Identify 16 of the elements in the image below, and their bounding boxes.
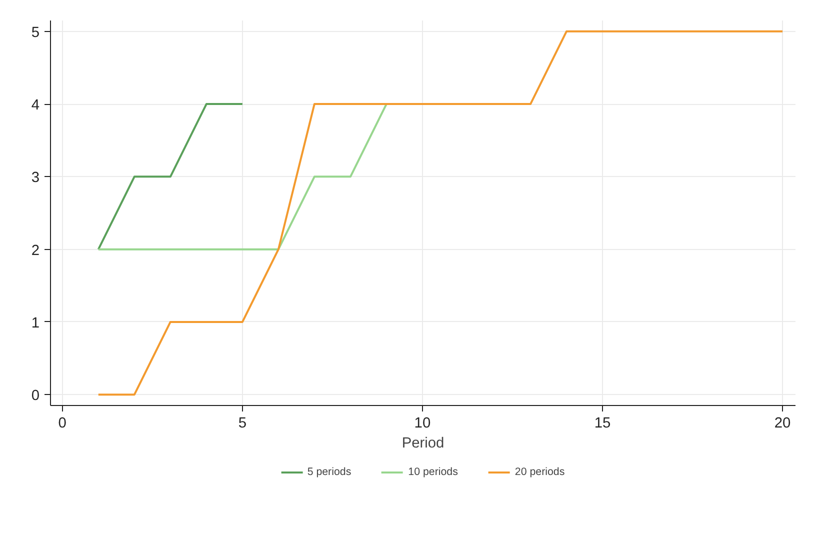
legend-label: 10 periods	[408, 466, 458, 478]
y-tick-label: 5	[31, 24, 40, 41]
y-tick-label: 0	[31, 388, 40, 404]
y-tick-label: 3	[31, 170, 40, 186]
line-series	[97, 30, 784, 396]
x-axis-title: Period	[402, 436, 444, 452]
y-tick-label: 2	[31, 242, 40, 259]
x-tick-label: 10	[414, 416, 431, 432]
x-tick-label: 20	[774, 416, 791, 432]
legend-label: 5 periods	[307, 466, 352, 478]
y-tick-label: 4	[31, 98, 40, 114]
x-tick-label: 15	[594, 416, 611, 432]
legend-label: 20 periods	[514, 466, 565, 478]
y-tick-label: 1	[31, 315, 40, 332]
x-tick-label: 5	[238, 416, 246, 432]
x-tick-label: 0	[58, 416, 66, 432]
